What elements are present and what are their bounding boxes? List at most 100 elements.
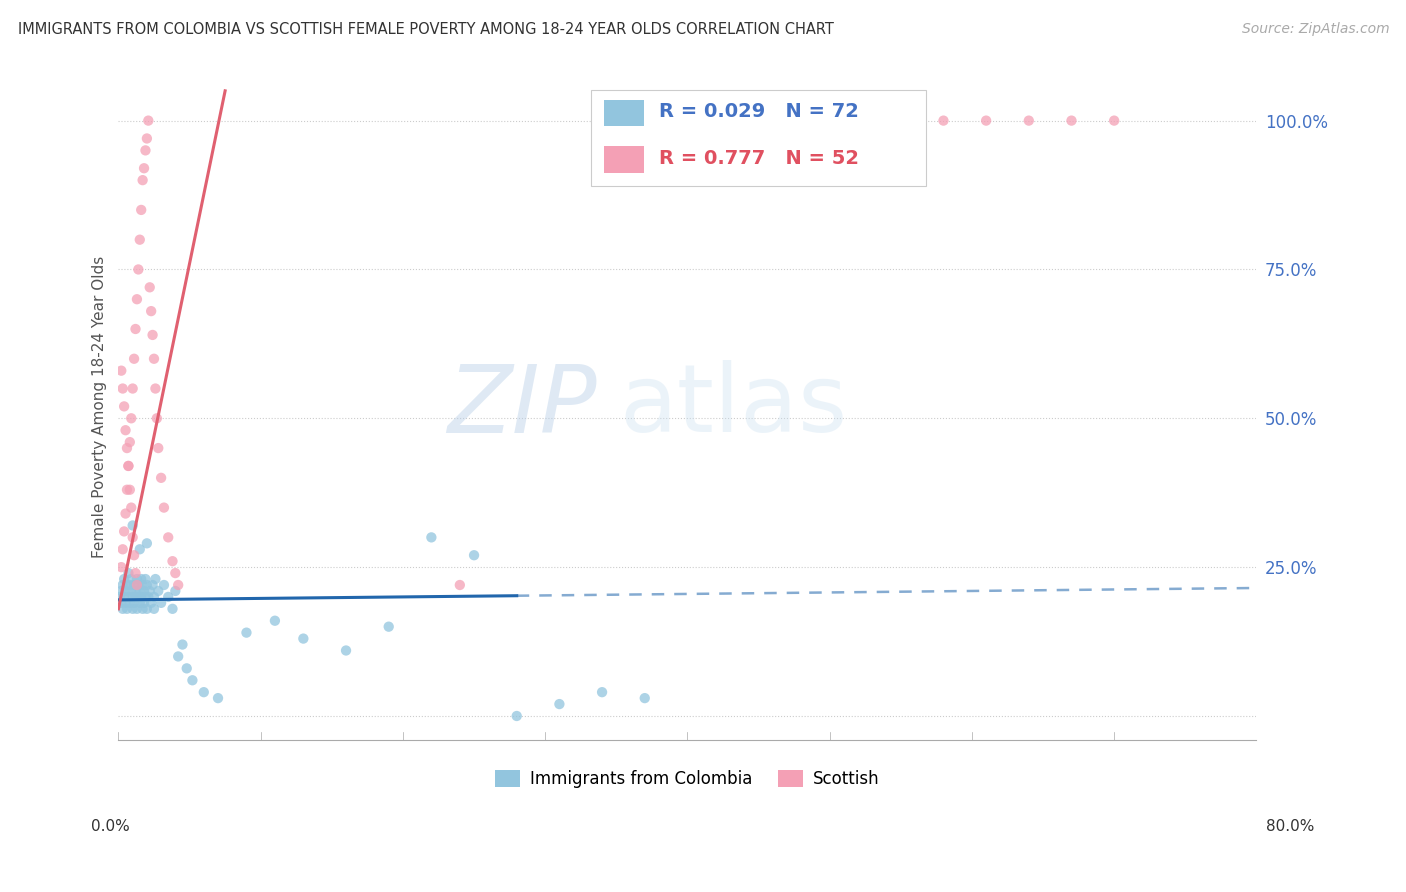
FancyBboxPatch shape [591, 90, 927, 186]
Point [127, 262, 149, 277]
Point [118, 435, 141, 450]
Point [129, 572, 152, 586]
Point [145, 572, 167, 586]
Point [129, 202, 152, 217]
Point [141, 596, 163, 610]
Point [181, 673, 204, 688]
Point [117, 458, 139, 473]
Point [121, 530, 143, 544]
Point [143, 351, 166, 366]
Point [110, 584, 132, 599]
Point [111, 578, 134, 592]
Point [292, 632, 315, 646]
Point [153, 578, 176, 592]
Point [335, 643, 357, 657]
Point [115, 441, 138, 455]
Point [110, 560, 132, 574]
Point [125, 572, 148, 586]
Bar [605, 146, 644, 173]
Point [121, 518, 143, 533]
Point [264, 614, 287, 628]
Point [131, 578, 153, 592]
Point [142, 328, 165, 343]
Text: R = 0.029   N = 72: R = 0.029 N = 72 [659, 103, 859, 121]
Text: IMMIGRANTS FROM COLOMBIA VS SCOTTISH FEMALE POVERTY AMONG 18-24 YEAR OLDS CORREL: IMMIGRANTS FROM COLOMBIA VS SCOTTISH FEM… [18, 22, 834, 37]
Point [120, 584, 142, 599]
Point [157, 590, 180, 604]
Point [127, 578, 149, 592]
Point [129, 590, 152, 604]
Point [121, 602, 143, 616]
Point [120, 572, 142, 586]
Point [157, 530, 180, 544]
Point [114, 596, 136, 610]
Point [165, 584, 187, 599]
Point [124, 322, 146, 336]
Point [112, 400, 135, 414]
Point [167, 649, 190, 664]
Point [235, 625, 257, 640]
Point [138, 584, 160, 599]
Point [115, 602, 138, 616]
Point [148, 441, 170, 455]
Point [141, 304, 163, 318]
Point [117, 590, 139, 604]
Point [112, 572, 135, 586]
Point [111, 382, 134, 396]
Point [143, 590, 166, 604]
Point [124, 590, 146, 604]
Legend: Immigrants from Colombia, Scottish: Immigrants from Colombia, Scottish [489, 764, 886, 795]
Point [128, 584, 150, 599]
Point [150, 471, 173, 485]
Point [120, 411, 142, 425]
Point [122, 578, 145, 592]
Text: 0.0%: 0.0% [91, 819, 131, 834]
Point [118, 596, 141, 610]
Point [131, 173, 153, 187]
Point [122, 351, 145, 366]
Point [134, 590, 156, 604]
Point [162, 602, 184, 616]
Point [974, 113, 997, 128]
Y-axis label: Female Poverty Among 18-24 Year Olds: Female Poverty Among 18-24 Year Olds [93, 255, 107, 558]
Point [114, 584, 136, 599]
Point [136, 590, 159, 604]
Point [138, 280, 160, 294]
Point [121, 590, 143, 604]
Point [122, 548, 145, 562]
Point [118, 483, 141, 497]
Point [591, 685, 613, 699]
Point [124, 566, 146, 580]
Point [207, 691, 229, 706]
Text: Source: ZipAtlas.com: Source: ZipAtlas.com [1241, 22, 1389, 37]
Point [165, 566, 187, 580]
Point [146, 411, 169, 425]
Point [172, 638, 194, 652]
Point [112, 590, 135, 604]
Point [932, 113, 955, 128]
Point [506, 709, 529, 723]
Point [110, 364, 132, 378]
Text: ZIP: ZIP [447, 361, 596, 452]
Point [193, 685, 215, 699]
Point [127, 590, 149, 604]
Point [125, 602, 148, 616]
Point [108, 590, 131, 604]
Point [117, 458, 139, 473]
Point [111, 602, 134, 616]
Point [115, 483, 138, 497]
Point [634, 691, 657, 706]
Point [117, 566, 139, 580]
Point [125, 578, 148, 592]
Bar [605, 100, 644, 127]
Text: 80.0%: 80.0% [1267, 819, 1315, 834]
Point [167, 578, 190, 592]
Point [120, 500, 142, 515]
Point [135, 131, 157, 145]
Point [121, 382, 143, 396]
Point [118, 578, 141, 592]
Point [135, 578, 157, 592]
Point [124, 584, 146, 599]
Point [1102, 113, 1125, 128]
Point [132, 584, 155, 599]
